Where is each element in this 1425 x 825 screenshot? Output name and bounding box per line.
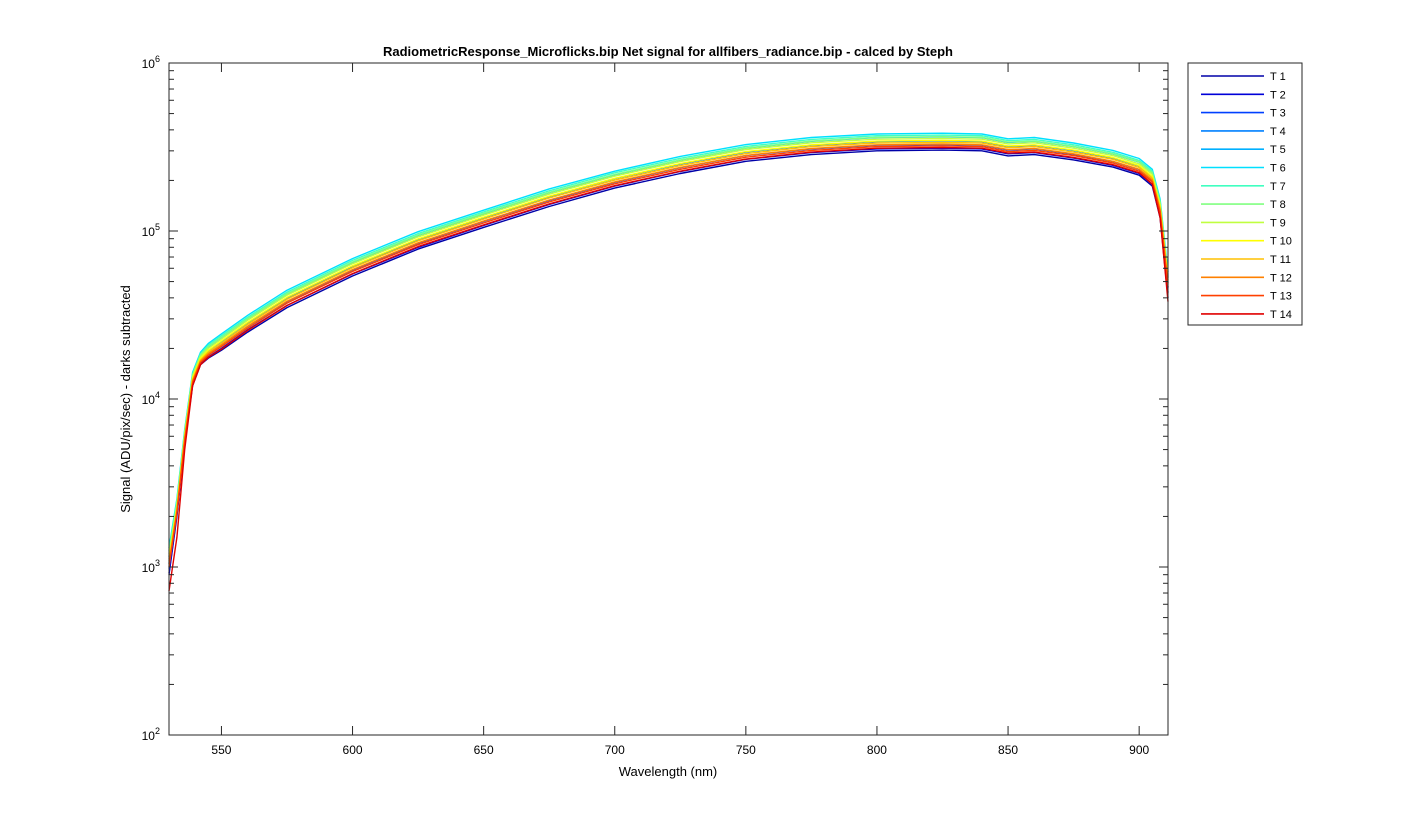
legend-label: T 9 [1270,217,1286,229]
legend: T 1 T 2 T 3 T 4 T 5 T 6 T 7 T 8 T 9 T 10 T 11 T 12 T… [1187,62,1303,326]
x-tick-label: 550 [211,743,231,757]
legend-label: T 10 [1270,236,1292,248]
series-line-14 [168,146,1169,592]
legend-items: T 1 T 2 T 3 T 4 T 5 T 6 T 7 T 8 T 9 T 10 T 11 T 12 T… [1201,71,1292,321]
legend-box [1187,62,1303,326]
x-tick-label: 650 [474,743,494,757]
legend-label: T 13 [1270,291,1292,303]
series-line-12 [168,143,1169,565]
chart-title: RadiometricResponse_Microflicks.bip Net … [383,44,953,59]
legend-label: T 8 [1270,199,1286,211]
y-tick-exponent: 5 [155,222,160,232]
series-line-6 [168,132,1169,549]
legend-label: T 5 [1270,144,1286,156]
series-line-10 [168,139,1169,559]
x-tick-label: 750 [736,743,756,757]
legend-label: T 7 [1270,181,1286,193]
y-tick-exponent: 4 [155,390,160,400]
x-tick-label: 600 [343,743,363,757]
legend-label: T 4 [1270,126,1286,138]
ticks-group: 550 600 650 700 750 800 850 900 102 103 104 105 106 [142,54,1168,757]
y-tick-exponent: 2 [155,726,160,736]
y-tick-label: 102 [142,726,160,743]
y-axis-label: Signal (ADU/pix/sec) - darks subtracted [118,285,133,513]
y-tick-label: 106 [142,54,160,71]
x-tick-label: 850 [998,743,1018,757]
series-line-11 [168,141,1169,562]
legend-label: T 3 [1270,108,1286,120]
x-axis-label: Wavelength (nm) [619,764,718,779]
series-group [168,132,1169,592]
series-line-9 [168,137,1169,557]
y-tick-label: 103 [142,558,160,575]
series-line-8 [168,135,1169,554]
plot-area: 550 600 650 700 750 800 850 900 102 103 104 105 106 [142,54,1169,757]
y-tick-exponent: 6 [155,54,160,64]
series-line-13 [168,145,1169,568]
x-tick-label: 700 [605,743,625,757]
y-tick-exponent: 3 [155,558,160,568]
legend-label: T 6 [1270,163,1286,175]
y-tick-label: 104 [142,390,160,407]
x-tick-label: 800 [867,743,887,757]
y-tick-label: 105 [142,222,160,239]
legend-label: T 1 [1270,71,1286,83]
legend-label: T 2 [1270,89,1286,101]
legend-label: T 14 [1270,309,1292,321]
x-tick-label: 900 [1129,743,1149,757]
legend-label: T 11 [1270,254,1291,266]
legend-label: T 12 [1270,272,1292,284]
series-line-7 [168,134,1169,551]
plot-background [169,63,1168,735]
